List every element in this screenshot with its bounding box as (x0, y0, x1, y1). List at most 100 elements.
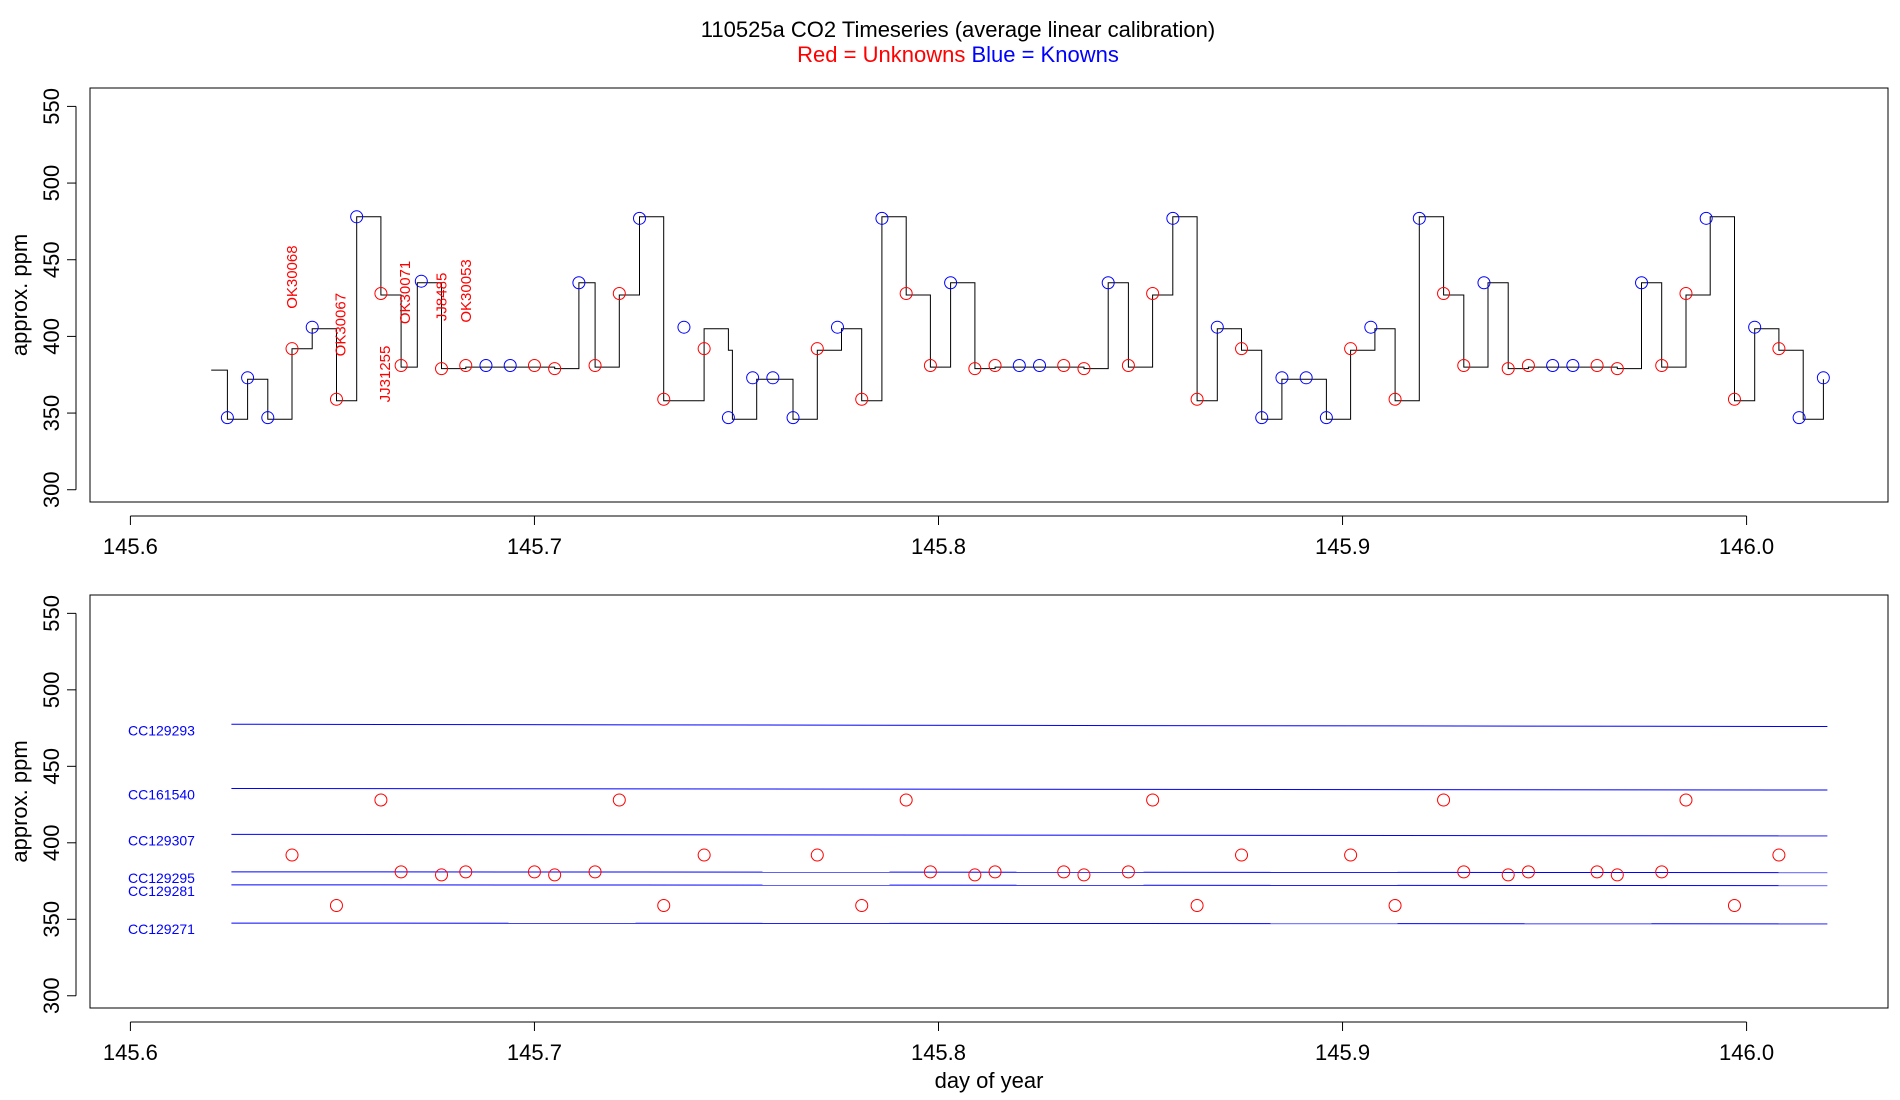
unknown-point (988, 865, 1002, 879)
unknown-point (1679, 286, 1693, 300)
sample-annotation: JJ8485 (434, 273, 451, 321)
unknown-point (1146, 793, 1160, 807)
sample-annotation: OK30067 (333, 293, 350, 356)
x-tick-label: 145.7 (507, 1040, 562, 1065)
unknown-point (1057, 865, 1071, 879)
unknown-point (1388, 899, 1402, 913)
unknown-point (1344, 342, 1358, 356)
unknown-point (1235, 342, 1249, 356)
chart-subtitle: Red = Unknowns Blue = Knowns (797, 42, 1119, 67)
y-tick-label: 500 (39, 671, 64, 708)
y-tick-label: 350 (39, 395, 64, 432)
known-point (633, 211, 647, 225)
unknown-point (548, 362, 562, 376)
known-point (766, 371, 780, 385)
known-point (305, 320, 319, 334)
unknown-point (435, 362, 449, 376)
unknown-point (459, 359, 473, 373)
unknown-point (1727, 899, 1741, 913)
unknown-point (1077, 362, 1091, 376)
y-tick-label: 400 (39, 318, 64, 355)
standard-label: CC129281 (128, 883, 195, 899)
standard-label: CC129307 (128, 832, 195, 848)
known-point (1566, 359, 1580, 373)
y-tick-label: 300 (39, 471, 64, 508)
sample-annotation: OK30053 (458, 259, 475, 322)
unknown-point (394, 865, 408, 879)
unknown-point (1457, 359, 1471, 373)
standard-label: CC129295 (128, 870, 195, 886)
unknown-point (1437, 793, 1451, 807)
known-point (572, 276, 586, 290)
unknown-point (899, 286, 913, 300)
x-tick-label: 145.9 (1315, 1040, 1370, 1065)
unknown-point (374, 286, 388, 300)
y-tick-label: 350 (39, 901, 64, 938)
unknown-point (1590, 865, 1604, 879)
unknown-point (1590, 359, 1604, 373)
unknown-point (1190, 899, 1204, 913)
known-point (830, 320, 844, 334)
standard-line (231, 922, 1828, 925)
unknown-point (810, 342, 824, 356)
x-tick-label: 145.7 (507, 534, 562, 559)
unknown-point (1121, 359, 1135, 373)
known-point (1748, 320, 1762, 334)
known-point (721, 411, 735, 425)
known-point (1012, 359, 1026, 373)
sample-annotation: OK30071 (397, 261, 414, 324)
unknown-point (1344, 848, 1358, 862)
unknown-point (1457, 865, 1471, 879)
known-point (1275, 371, 1289, 385)
unknown-point (657, 899, 671, 913)
unknown-point (588, 865, 602, 879)
known-point (677, 320, 691, 334)
known-point (1477, 276, 1491, 290)
known-point (1412, 211, 1426, 225)
unknown-point (968, 362, 982, 376)
unknown-point (1121, 865, 1135, 879)
unknown-point (1610, 362, 1624, 376)
x-tick-label: 145.6 (103, 1040, 158, 1065)
unknown-point (1190, 392, 1204, 406)
x-tick-label: 145.6 (103, 534, 158, 559)
y-axis-label: approx. ppm (7, 740, 32, 862)
known-point (1033, 359, 1047, 373)
known-point (479, 359, 493, 373)
unknown-point (1655, 865, 1669, 879)
known-point (1816, 371, 1830, 385)
unknown-point (459, 865, 473, 879)
known-point (350, 210, 364, 224)
unknown-point (988, 359, 1002, 373)
standard-line (231, 723, 1828, 728)
standard-line (231, 884, 1828, 887)
known-point (1546, 359, 1560, 373)
unknown-point (612, 793, 626, 807)
y-tick-label: 550 (39, 595, 64, 632)
plot-frame (89, 87, 1889, 503)
unknown-point (1501, 362, 1515, 376)
x-tick-label: 146.0 (1719, 534, 1774, 559)
known-point (746, 371, 760, 385)
standard-line (231, 833, 1828, 837)
known-point (261, 411, 275, 425)
unknown-point (1077, 868, 1091, 882)
unknown-point (855, 899, 869, 913)
known-point (241, 371, 255, 385)
unknown-point (1146, 286, 1160, 300)
known-point (503, 359, 517, 373)
unknown-point (1772, 342, 1786, 356)
unknown-point (612, 286, 626, 300)
unknown-point (968, 868, 982, 882)
known-point (1210, 320, 1224, 334)
unknown-point (923, 865, 937, 879)
unknown-point (374, 793, 388, 807)
unknown-point (285, 848, 299, 862)
unknown-point (1501, 868, 1515, 882)
x-tick-label: 145.8 (911, 534, 966, 559)
unknown-point (1057, 359, 1071, 373)
known-point (1255, 411, 1269, 425)
known-point (1635, 276, 1649, 290)
unknown-point (285, 342, 299, 356)
subtitle-knowns: Blue = Knowns (971, 42, 1118, 67)
